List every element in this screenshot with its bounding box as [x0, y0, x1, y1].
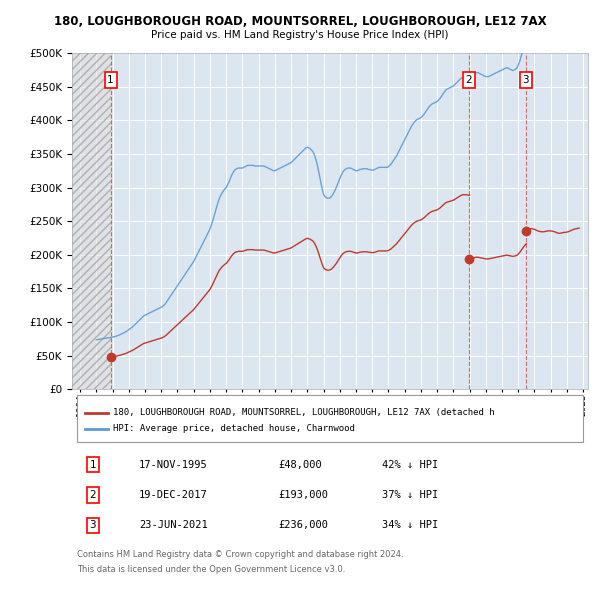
Text: 1: 1	[107, 75, 114, 85]
Text: HPI: Average price, detached house, Charnwood: HPI: Average price, detached house, Char…	[113, 424, 355, 434]
Text: 180, LOUGHBOROUGH ROAD, MOUNTSORREL, LOUGHBOROUGH, LE12 7AX: 180, LOUGHBOROUGH ROAD, MOUNTSORREL, LOU…	[53, 15, 547, 28]
FancyBboxPatch shape	[77, 395, 583, 442]
Text: 1: 1	[89, 460, 96, 470]
Text: 23-JUN-2021: 23-JUN-2021	[139, 520, 208, 530]
Text: 37% ↓ HPI: 37% ↓ HPI	[382, 490, 438, 500]
Text: £48,000: £48,000	[278, 460, 322, 470]
Text: £236,000: £236,000	[278, 520, 328, 530]
Text: 3: 3	[89, 520, 96, 530]
Text: This data is licensed under the Open Government Licence v3.0.: This data is licensed under the Open Gov…	[77, 565, 346, 575]
Text: 180, LOUGHBOROUGH ROAD, MOUNTSORREL, LOUGHBOROUGH, LE12 7AX (detached h: 180, LOUGHBOROUGH ROAD, MOUNTSORREL, LOU…	[113, 408, 495, 417]
Text: Price paid vs. HM Land Registry's House Price Index (HPI): Price paid vs. HM Land Registry's House …	[151, 30, 449, 40]
Bar	[72, 53, 110, 389]
Text: 34% ↓ HPI: 34% ↓ HPI	[382, 520, 438, 530]
Text: 2: 2	[466, 75, 472, 85]
Text: 42% ↓ HPI: 42% ↓ HPI	[382, 460, 438, 470]
Text: £193,000: £193,000	[278, 490, 328, 500]
Bar	[72, 53, 110, 389]
Text: 17-NOV-1995: 17-NOV-1995	[139, 460, 208, 470]
Text: Contains HM Land Registry data © Crown copyright and database right 2024.: Contains HM Land Registry data © Crown c…	[77, 550, 404, 559]
Text: 2: 2	[89, 490, 96, 500]
Text: 19-DEC-2017: 19-DEC-2017	[139, 490, 208, 500]
Text: 3: 3	[523, 75, 529, 85]
